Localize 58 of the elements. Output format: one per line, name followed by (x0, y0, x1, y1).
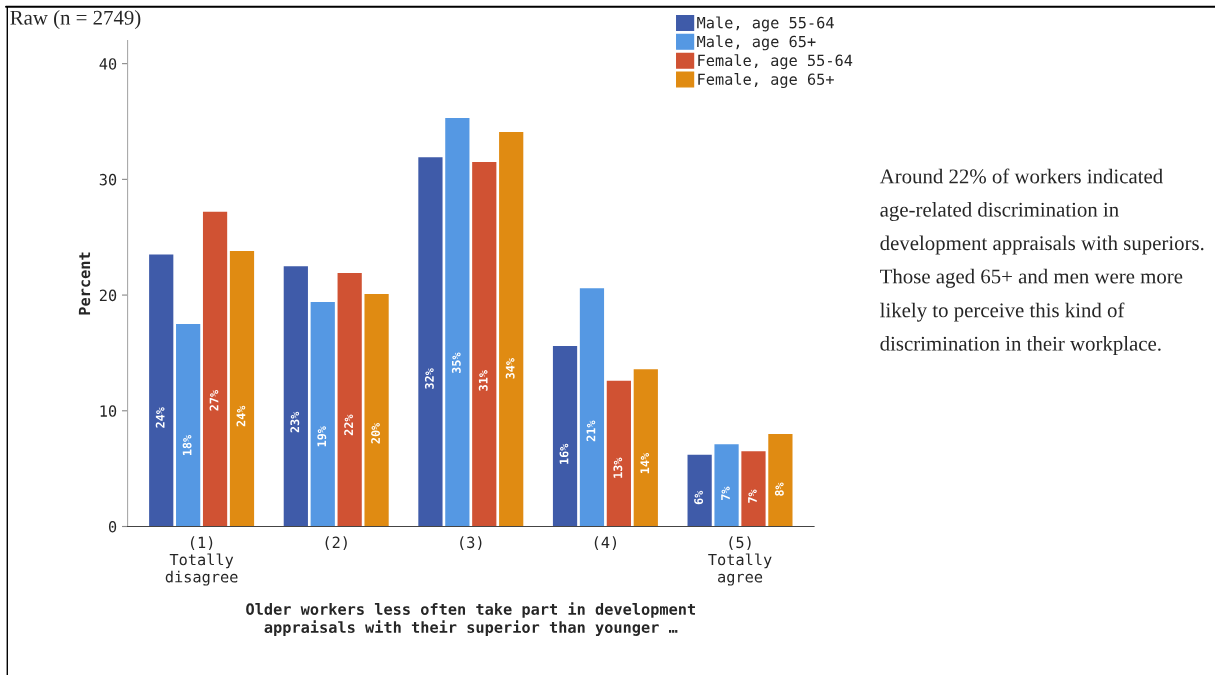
legend-label: Male, age 55-64 (697, 16, 834, 32)
bar (176, 324, 201, 527)
bar (418, 157, 443, 527)
x-tick-label: (3) (460, 536, 482, 550)
data-label: 27% (209, 390, 219, 411)
data-label: 35% (451, 352, 461, 374)
bar (606, 380, 631, 527)
y-tick-label: 10 (100, 405, 117, 417)
y-axis-title: Percent (78, 252, 91, 315)
data-label: 7% (721, 486, 730, 500)
data-label: 20% (371, 422, 381, 444)
x-tick-label: (1) Totally disagree (165, 536, 238, 586)
text: Raw (n = 2749) (10, 10, 141, 30)
bar (714, 444, 739, 527)
bar (149, 254, 174, 527)
data-label: 8% (774, 482, 784, 496)
bar (741, 451, 766, 527)
data-label: 14% (640, 452, 650, 474)
bar (229, 251, 255, 527)
x-tick-label: (4) (594, 536, 617, 550)
bar (445, 118, 470, 527)
data-label: 24% (155, 407, 165, 428)
y-tick-label: 20 (99, 289, 117, 302)
data-label: 31% (478, 370, 488, 391)
bar (633, 369, 658, 527)
bar (337, 273, 362, 527)
data-label: 7% (748, 489, 757, 503)
data-label: 19% (317, 426, 327, 447)
bar (552, 345, 578, 527)
data-label: 6% (694, 490, 704, 505)
data-label: 13% (613, 457, 623, 478)
data-label: 16% (559, 443, 569, 464)
bar (283, 266, 308, 527)
data-label: 18% (182, 434, 192, 456)
data-label: 34% (505, 358, 515, 379)
legend-label: Female, age 65+ (698, 73, 834, 89)
bar (202, 211, 228, 527)
data-label: 22% (344, 414, 353, 436)
x-tick-label: (5) Totally agree (708, 536, 772, 586)
bar (499, 131, 524, 527)
bar (687, 454, 712, 527)
y-tick-label: 0 (108, 521, 117, 533)
bar (364, 293, 389, 527)
y-tick-label: 30 (99, 173, 117, 186)
data-label: 23% (290, 411, 300, 433)
text: Around 22% of workers indicated age-related discrimination in development appraisals with superiors. Those aged 65+ and men were more likely to perceive this kind of discrimination in their workplace. (879, 168, 1204, 355)
data-label: 21% (586, 420, 596, 442)
data-label: 24% (236, 405, 246, 427)
x-tick-label: (2) (325, 536, 347, 550)
bar (472, 162, 497, 527)
data-label: 32% (424, 368, 434, 389)
bar (768, 433, 793, 527)
legend-label: Male, age 65+ (697, 35, 816, 51)
y-tick-label: 40 (99, 58, 117, 70)
legend-label: Female, age 55-64 (698, 54, 853, 70)
bar (579, 288, 605, 527)
x-axis-title: Older workers less often take part in development appraisals with their superior than younger … (246, 602, 695, 636)
bar (310, 302, 335, 527)
